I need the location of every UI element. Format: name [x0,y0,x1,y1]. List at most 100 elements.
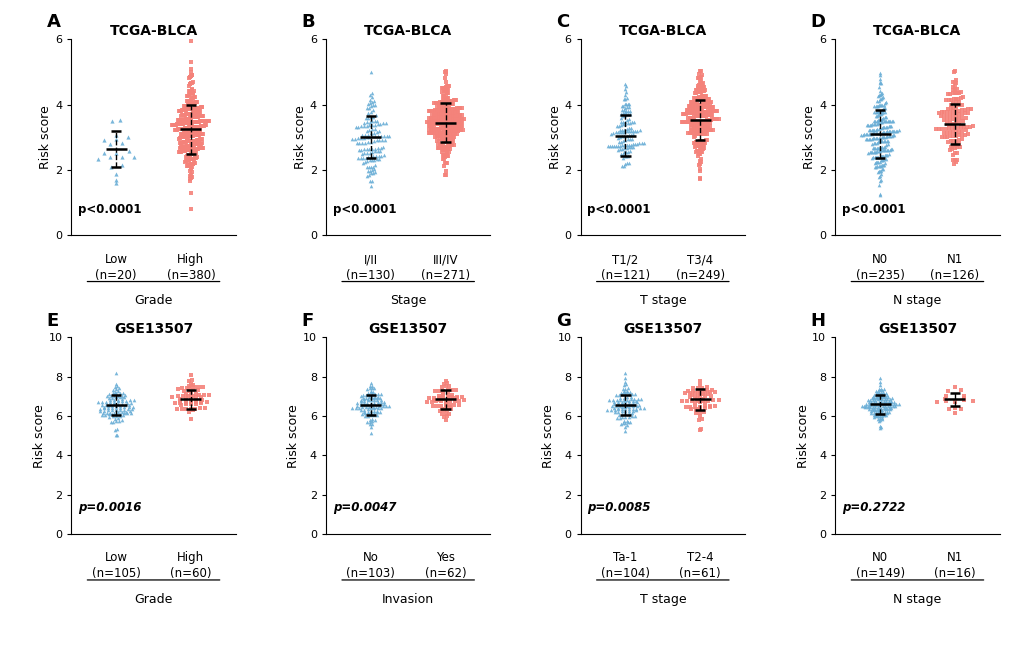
Point [430,98,446,108]
Text: Grade: Grade [135,592,172,605]
Point [101,412,117,422]
Point [872,145,889,156]
Point [871,105,888,116]
Text: (n=61): (n=61) [679,567,720,580]
Point [96,402,112,412]
Point [111,388,127,398]
Point [98,397,114,408]
Point [431,385,447,396]
Point [435,105,451,115]
Point [866,395,882,405]
Point [177,141,194,152]
Point [195,111,211,122]
Point [181,166,198,176]
Point [860,398,876,409]
Point [441,99,458,109]
Point [175,386,192,396]
Point [870,136,887,146]
Point [108,416,124,426]
Point [442,139,459,150]
Point [190,107,206,117]
Point [872,396,889,407]
Point [418,117,434,127]
Text: High: High [177,253,204,266]
Point [950,130,966,141]
Point [942,141,958,152]
Point [104,405,120,415]
Point [438,137,454,147]
Point [187,97,204,107]
Point [872,143,889,153]
Point [867,100,883,111]
Text: N1: N1 [946,253,962,266]
Point [884,116,901,126]
Point [177,132,194,142]
Point [359,406,375,417]
Point [870,115,887,125]
Point [689,146,705,156]
Point [621,387,637,397]
Point [865,128,881,139]
Point [193,124,209,135]
Point [182,144,199,154]
Point [182,89,199,99]
Point [435,86,451,96]
Point [932,132,949,143]
Point [871,409,888,419]
Point [182,173,199,183]
Point [692,91,708,102]
Point [184,98,201,109]
Point [938,385,955,396]
Point [167,398,183,408]
Point [938,107,955,117]
Point [620,106,636,117]
Point [871,145,888,156]
Point [873,136,890,146]
Point [180,407,197,417]
Point [867,400,883,410]
Point [439,133,455,143]
Point [450,103,467,113]
Point [942,107,958,117]
Point [360,113,376,123]
Point [682,104,698,115]
Point [441,133,458,143]
Point [97,409,113,420]
Text: (n=62): (n=62) [424,567,466,580]
Point [354,409,370,419]
Point [449,106,466,117]
Point [860,397,876,408]
Point [698,129,714,139]
Point [430,132,446,142]
Point [183,71,200,81]
Point [626,400,642,411]
Point [426,113,442,123]
Point [172,118,189,129]
Point [90,397,106,408]
Point [95,408,111,418]
Point [450,399,467,409]
Point [873,411,890,421]
Point [943,123,959,133]
Point [858,120,874,130]
Point [181,79,198,89]
Point [683,117,699,127]
Point [110,413,126,423]
Point [451,103,468,113]
Point [119,132,136,142]
Point [112,392,128,402]
Point [871,128,888,138]
Point [436,67,452,77]
Point [679,108,695,118]
Point [177,398,194,408]
Point [676,109,692,119]
Point [182,72,199,82]
Point [178,132,195,142]
Point [361,117,377,127]
Point [880,145,897,155]
Point [609,399,626,409]
Point [608,413,625,423]
Point [369,143,385,154]
Point [683,101,699,111]
Point [695,102,711,113]
